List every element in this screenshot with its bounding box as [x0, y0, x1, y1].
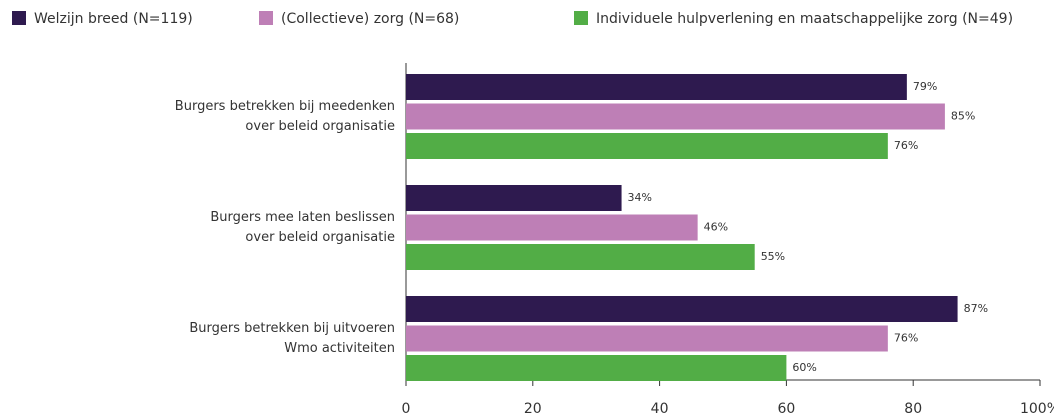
- bar: [406, 325, 888, 352]
- value-label: 60%: [792, 361, 816, 374]
- bar: [406, 244, 755, 270]
- value-label: 85%: [951, 110, 975, 123]
- value-label: 79%: [913, 80, 937, 93]
- value-label: 76%: [894, 332, 918, 345]
- bar: [406, 185, 622, 211]
- legend-swatch: [12, 11, 26, 25]
- category-label: over beleid organisatie: [245, 230, 395, 245]
- category-label: Burgers betrekken bij meedenken: [175, 99, 395, 114]
- x-tick-label: 80: [904, 401, 922, 417]
- value-label: 55%: [761, 250, 785, 263]
- x-tick-label: 100%: [1020, 401, 1054, 417]
- bar: [406, 355, 787, 381]
- legend-label: (Collectieve) zorg (N=68): [281, 11, 459, 27]
- legend-swatch: [259, 11, 273, 25]
- value-label: 46%: [704, 221, 728, 234]
- value-label: 76%: [894, 139, 918, 152]
- category-label: Burgers betrekken bij uitvoeren: [189, 321, 395, 336]
- legend-label: Welzijn breed (N=119): [34, 11, 193, 27]
- category-label: over beleid organisatie: [245, 119, 395, 134]
- value-label: 34%: [628, 191, 652, 204]
- bar: [406, 296, 958, 322]
- category-label: Wmo activiteiten: [284, 341, 395, 356]
- x-tick-label: 60: [777, 401, 795, 417]
- legend-swatch: [574, 11, 588, 25]
- value-label: 87%: [964, 302, 988, 315]
- x-tick-label: 40: [651, 401, 669, 417]
- bar: [406, 214, 698, 241]
- bar: [406, 103, 945, 130]
- x-tick-label: 0: [402, 401, 411, 417]
- category-label: Burgers mee laten beslissen: [210, 210, 395, 225]
- bar: [406, 74, 907, 100]
- bar: [406, 133, 888, 159]
- x-tick-label: 20: [524, 401, 542, 417]
- legend-label: Individuele hulpverlening en maatschappe…: [596, 11, 1013, 27]
